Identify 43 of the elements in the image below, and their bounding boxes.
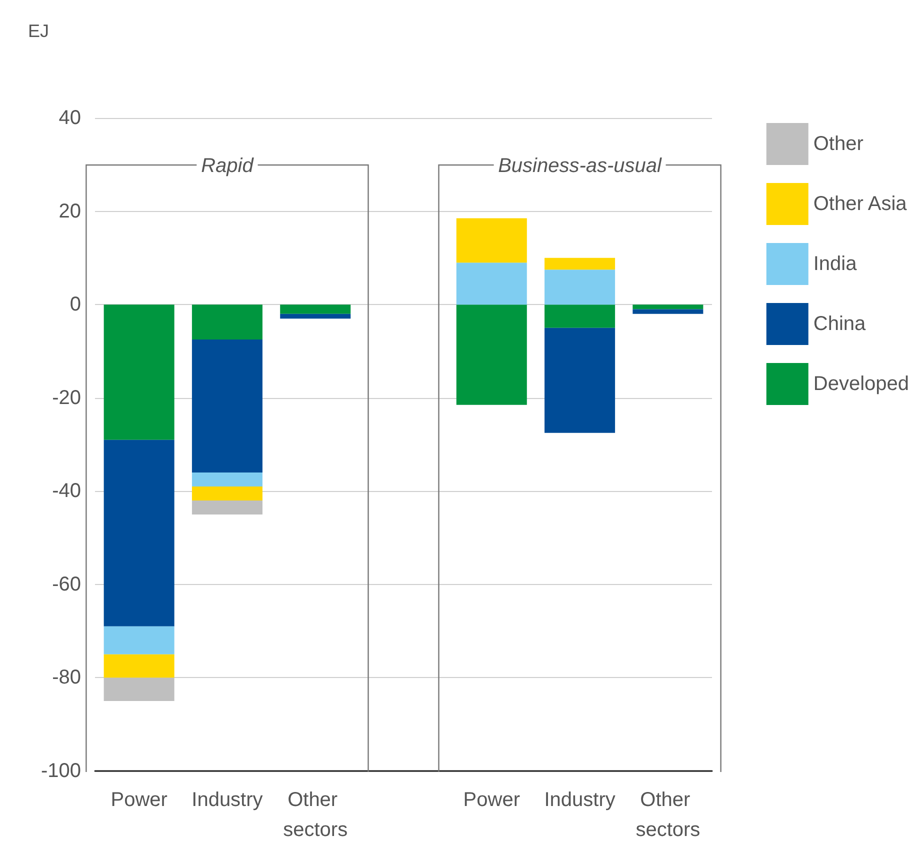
- y-tick-label: -20: [52, 386, 81, 409]
- x-tick-label: Industry: [544, 789, 616, 811]
- bar: [104, 304, 174, 440]
- bar: [456, 262, 527, 305]
- annotation: Rapid: [201, 155, 254, 177]
- legend-label: India: [813, 253, 858, 275]
- y-tick-label: 0: [70, 294, 81, 316]
- bar: [544, 270, 616, 305]
- bar: [192, 304, 262, 340]
- x-tick-label: Industry: [192, 789, 263, 811]
- y-tick-label: -40: [52, 480, 81, 502]
- bar: [280, 304, 351, 314]
- bar: [544, 328, 616, 433]
- annotation: Business-as-usual: [498, 155, 662, 177]
- bar: [456, 304, 527, 405]
- bar: [456, 218, 527, 263]
- bar: [192, 340, 262, 472]
- bar: [632, 309, 704, 314]
- bar: [192, 500, 262, 514]
- legend-label: Other Asia: [813, 193, 908, 215]
- bar: [632, 304, 704, 310]
- bar: [104, 654, 174, 678]
- bar: [192, 472, 262, 486]
- y-tick-label: -100: [40, 760, 81, 782]
- y-tick-label: -80: [52, 666, 81, 689]
- y-tick-label: 40: [58, 107, 81, 129]
- bar: [104, 440, 174, 626]
- bar: [104, 678, 174, 702]
- x-tick-label: Other sectors: [636, 789, 700, 841]
- bar: [544, 304, 616, 328]
- bar: [280, 314, 351, 319]
- legend-label: China: [813, 313, 867, 335]
- bar: [104, 626, 174, 654]
- legend-label: Other: [813, 133, 864, 155]
- x-tick-label: Power: [110, 789, 168, 811]
- legend-label: Developed: [813, 373, 909, 395]
- bar: [544, 258, 616, 270]
- x-tick-label: Power: [463, 789, 520, 811]
- y-tick-label: 20: [58, 200, 81, 222]
- x-tick-label: Other sectors: [283, 789, 348, 841]
- y-axis-title: EJ: [28, 21, 50, 41]
- bar: [192, 486, 262, 500]
- y-tick-label: -60: [52, 573, 81, 596]
